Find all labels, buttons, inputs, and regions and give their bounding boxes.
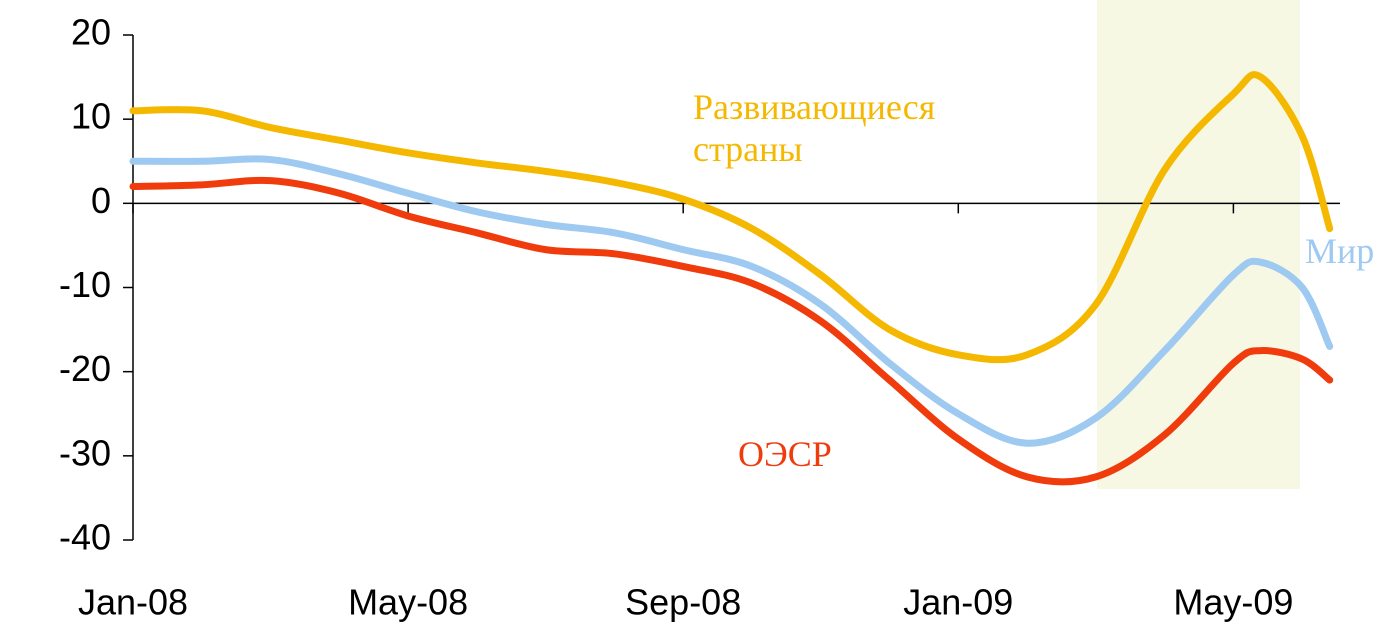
series-label: Развивающиеся страны — [693, 87, 936, 169]
x-tick-label: May-09 — [1173, 582, 1293, 623]
y-tick-label: 20 — [71, 12, 111, 53]
x-tick-label: Jan-09 — [903, 582, 1013, 623]
y-tick-label: 0 — [91, 180, 111, 221]
series-line — [129, 155, 1334, 447]
series-line — [129, 71, 1334, 364]
y-tick-label: -20 — [59, 348, 111, 389]
series-line — [129, 176, 1334, 486]
y-tick-label: -10 — [59, 264, 111, 305]
x-tick-label: Jan-08 — [78, 582, 188, 623]
x-tick-label: Sep-08 — [625, 582, 741, 623]
y-tick-label: -30 — [59, 432, 111, 473]
series-label: ОЭСР — [738, 434, 832, 474]
y-tick-label: 10 — [71, 96, 111, 137]
y-tick-label: -40 — [59, 517, 111, 558]
series-label: Мир — [1305, 231, 1375, 271]
x-tick-label: May-08 — [348, 582, 468, 623]
